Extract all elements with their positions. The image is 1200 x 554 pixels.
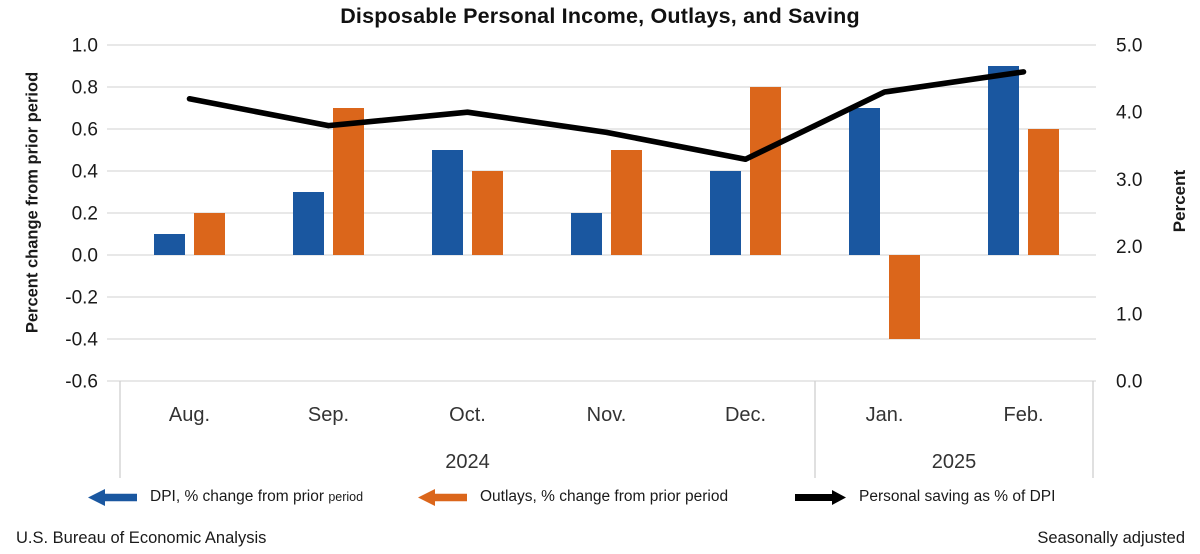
month-label: Nov. [587,404,627,426]
bar-outlays-aug [194,213,225,255]
bar-dpi-feb [988,66,1019,255]
left-axis-tick-label: 0.6 [72,120,98,141]
right-axis-tick-label: 0.0 [1116,372,1142,393]
outlays-left-arrow-icon [418,488,467,506]
right-axis-tick-label: 2.0 [1116,237,1142,258]
bar-dpi-nov [571,213,602,255]
left-axis-tick-label: -0.6 [65,372,98,393]
year-label: 2024 [445,451,490,473]
legend-item-outlays: Outlays, % change from prior period [418,486,728,508]
month-label: Aug. [169,404,210,426]
saving-arrow-shape [795,489,846,505]
month-label: Feb. [1003,404,1043,426]
personal-saving-line [186,69,1027,163]
month-label: Sep. [308,404,349,426]
chart-title: Disposable Personal Income, Outlays, and… [340,4,860,28]
month-label: Jan. [866,404,904,426]
left-axis-tick-label: 0.8 [72,78,98,99]
bar-outlays-feb [1028,129,1059,255]
dpi-arrow-shape [88,488,137,506]
left-axis-tick-label: 0.0 [72,246,98,267]
right-axis-tick-label: 1.0 [1116,304,1142,325]
bar-outlays-dec [750,87,781,255]
legend-item-dpi: DPI, % change from prior period [88,486,363,508]
saving-right-arrow-icon [795,489,846,505]
right-axis-tick-label: 5.0 [1116,36,1142,57]
legend-label-outlays: Outlays, % change from prior period [480,488,729,505]
dpi-left-arrow-icon [88,488,137,506]
bar-dpi-oct [432,150,463,255]
bar-outlays-nov [611,150,642,255]
month-label: Dec. [725,404,766,426]
bar-outlays-oct [472,171,503,255]
legend-label-dpi-main: DPI, % change from prior [150,488,325,505]
bar-outlays-jan [889,255,920,339]
left-axis-tick-label: -0.2 [65,288,98,309]
bar-dpi-aug [154,234,185,255]
bar-dpi-dec [710,171,741,255]
month-label: Oct. [449,404,486,426]
bar-outlays-sep [333,108,364,255]
left-axis-tick-label: 0.2 [72,204,98,225]
year-label: 2025 [932,451,977,473]
legend-label-saving: Personal saving as % of DPI [859,488,1056,505]
right-axis-tick-label: 4.0 [1116,103,1142,124]
legend-item-saving: Personal saving as % of DPI [795,486,1055,508]
right-axis-tick-label: 3.0 [1116,170,1142,191]
seasonal-adjustment-note: Seasonally adjusted [1037,529,1185,547]
source-attribution: U.S. Bureau of Economic Analysis [16,529,267,547]
bar-dpi-sep [293,192,324,255]
outlays-arrow-shape [418,488,467,506]
left-axis-tick-label: 0.4 [72,162,99,183]
bar-dpi-jan [849,108,880,255]
left-axis-tick-label: -0.4 [65,330,98,351]
legend-label-dpi-small: period [328,490,364,504]
left-axis-tick-label: 1.0 [72,36,98,57]
legend-label-dpi: DPI, % change from prior period [150,488,363,506]
